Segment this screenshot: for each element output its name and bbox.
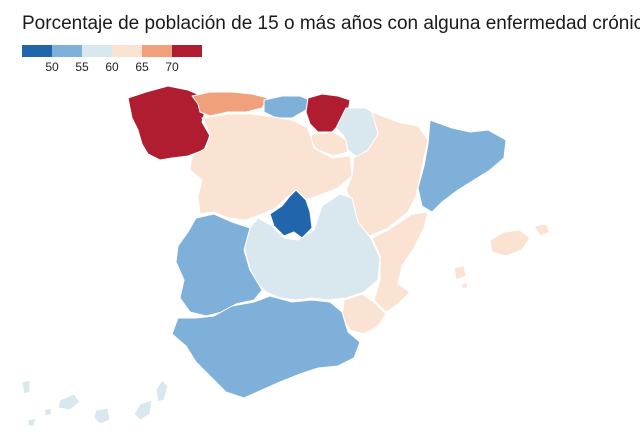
legend-tick-60: 60 <box>105 60 119 74</box>
region-aragon[interactable] <box>345 111 429 237</box>
legend-tick-70: 70 <box>165 60 179 74</box>
region-illes-balears-formentera[interactable] <box>461 282 469 289</box>
region-canarias-lanzarote[interactable] <box>155 379 169 403</box>
region-canarias-fuerteventura[interactable] <box>133 399 153 421</box>
region-cantabria[interactable] <box>263 95 311 119</box>
legend-tick-55: 55 <box>75 60 89 74</box>
region-cataluna[interactable] <box>417 119 507 213</box>
region-andalucia[interactable] <box>171 295 361 399</box>
region-madrid[interactable] <box>269 189 313 239</box>
region-illes-balears-mallorca[interactable] <box>489 229 531 257</box>
region-illes-balears-menorca[interactable] <box>533 223 551 237</box>
legend-swatches <box>22 45 202 57</box>
legend-tick-65: 65 <box>135 60 149 74</box>
legend-tick-50: 50 <box>45 60 59 74</box>
legend-swatch-1 <box>22 45 52 57</box>
region-canarias-tenerife[interactable] <box>57 393 81 411</box>
legend-swatch-4 <box>112 45 142 57</box>
legend-swatch-2 <box>52 45 82 57</box>
map-title: Porcentaje de población de 15 o más años… <box>22 13 640 34</box>
region-castilla-y-leon[interactable] <box>189 113 353 221</box>
legend-swatch-6 <box>172 45 202 57</box>
legend-ticks: 50 55 60 65 70 <box>22 60 202 76</box>
region-illes-balears-ibiza[interactable] <box>453 265 467 281</box>
region-canarias-gran-canaria[interactable] <box>93 407 111 425</box>
legend-swatch-3 <box>82 45 112 57</box>
legend-swatch-5 <box>142 45 172 57</box>
region-canarias-la-gomera[interactable] <box>43 407 53 417</box>
color-legend: 50 55 60 65 70 <box>22 45 202 75</box>
region-comunitat-valenciana[interactable] <box>371 211 429 313</box>
region-canarias-la-palma[interactable] <box>21 379 31 395</box>
region-canarias-el-hierro[interactable] <box>27 417 37 427</box>
region-asturias[interactable] <box>191 91 269 117</box>
